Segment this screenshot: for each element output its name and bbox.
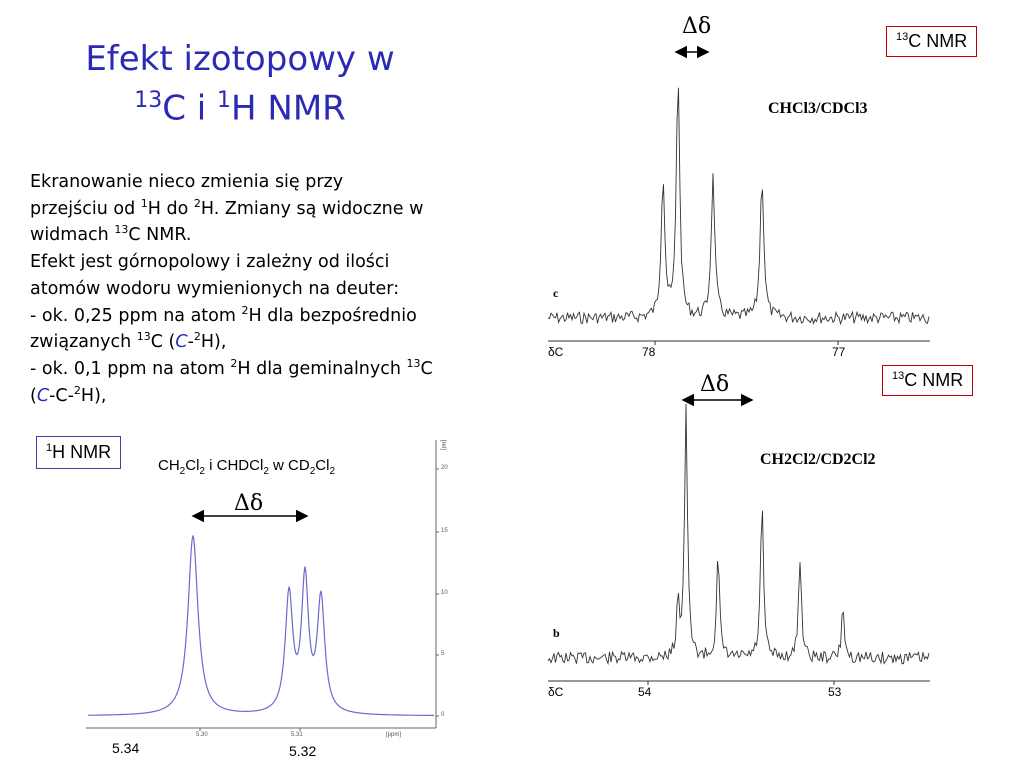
c13-nmr-label-top: 13C NMR bbox=[886, 26, 978, 57]
c13-nmr-label-bottom: 13C NMR bbox=[882, 365, 974, 396]
text-line-1: Ekranowanie nieco zmienia się przy bbox=[30, 172, 344, 192]
body-text: Ekranowanie nieco zmienia się przy przej… bbox=[30, 169, 510, 409]
title-line-2: 13C i 1H NMR bbox=[134, 88, 346, 129]
tick-77: 77 bbox=[832, 345, 846, 359]
h1-side-tick-10: 10 bbox=[441, 590, 448, 596]
h1-nmr-label: 1H NMR bbox=[36, 436, 122, 469]
h1-axis-small-2: 5.31 bbox=[291, 732, 303, 738]
h1-caption: CH2Cl2 i CHDCl2 w CD2Cl2 bbox=[158, 457, 336, 477]
axis-symbol-top: δC bbox=[548, 345, 564, 359]
h1-side-tick-20: 20 bbox=[441, 465, 448, 471]
tick-54: 54 bbox=[638, 685, 652, 699]
compound-label-bottom: CH2Cl2/CD2Cl2 bbox=[760, 451, 876, 468]
panel-letter-b: b bbox=[553, 626, 560, 640]
h1-side-tick-0: 0 bbox=[441, 712, 445, 718]
text-line-3: widmach 13C NMR. bbox=[30, 223, 192, 246]
tick-78: 78 bbox=[642, 345, 656, 359]
h1-axis-small-unit: [ppm] bbox=[386, 732, 402, 738]
h1-side-unit: [rel] bbox=[440, 440, 446, 451]
h1-side-tick-5: 5 bbox=[441, 651, 445, 657]
text-line-7: związanych 13C (C-2H), bbox=[30, 330, 227, 353]
title-line-1: Efekt izotopowy w bbox=[85, 39, 395, 79]
text-line-2: przejściu od 1H do 2H. Zmiany są widoczn… bbox=[30, 196, 424, 219]
text-line-6: - ok. 0,25 ppm na atom 2H dla bezpośredn… bbox=[30, 303, 417, 326]
h1-tick-5-32: 5.32 bbox=[289, 743, 317, 759]
text-line-5: atomów wodoru wymienionych na deuter: bbox=[30, 278, 400, 299]
slide-title: Efekt izotopowy w 13C i 1H NMR bbox=[30, 38, 450, 129]
delta-delta-label-bottom: Δδ bbox=[700, 372, 730, 397]
compound-label-top: CHCl3/CDCl3 bbox=[768, 100, 868, 117]
panel-letter-c: c bbox=[553, 286, 559, 300]
h1-tick-5-34: 5.34 bbox=[112, 740, 140, 756]
text-line-4: Efekt jest górnopolowy i zależny od iloś… bbox=[30, 252, 390, 273]
tick-53: 53 bbox=[828, 685, 842, 699]
text-line-8: - ok. 0,1 ppm na atom 2H dla geminalnych… bbox=[30, 357, 433, 379]
axis-symbol-bottom: δC bbox=[548, 685, 564, 699]
h1-axis-small-1: 5.30 bbox=[196, 732, 208, 738]
h1-side-tick-15: 15 bbox=[441, 528, 448, 534]
delta-delta-label-top: Δδ bbox=[682, 14, 712, 39]
text-line-9: (C-C-2H), bbox=[30, 383, 107, 406]
